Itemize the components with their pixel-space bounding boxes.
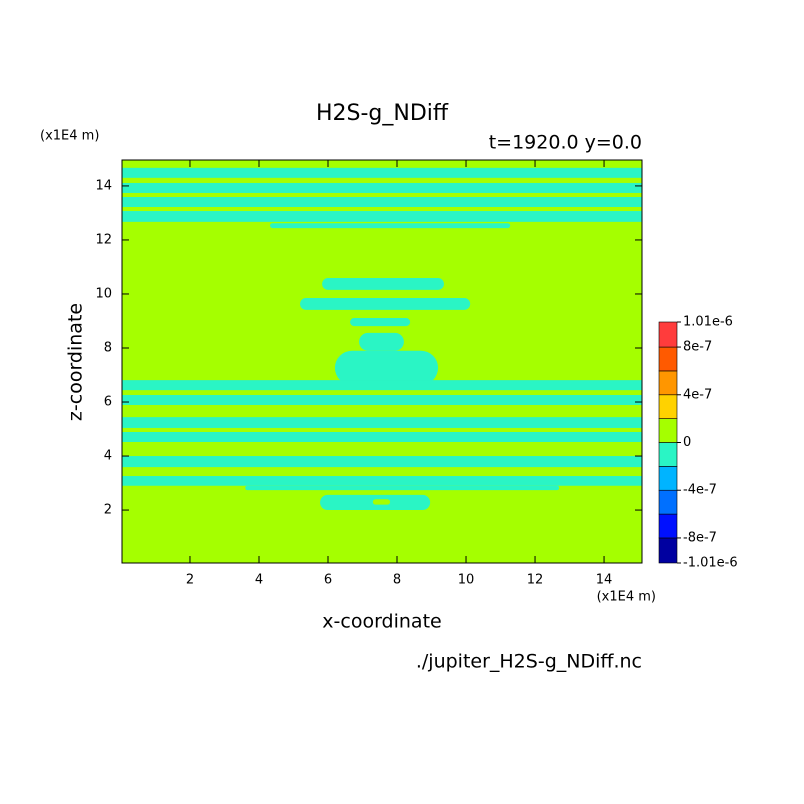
colorbar-label: 1.01e-6 xyxy=(683,315,733,330)
x-tick-label: 2 xyxy=(186,573,194,588)
contour-region xyxy=(322,278,444,290)
x-tick-label: 12 xyxy=(527,573,544,588)
colorbar-segment xyxy=(658,513,678,539)
x-unit: (x1E4 m) xyxy=(597,590,656,605)
contour-region xyxy=(122,380,642,391)
x-axis-label: x-coordinate xyxy=(322,611,441,633)
y-tick-label: 12 xyxy=(95,232,112,247)
y-unit: (x1E4 m) xyxy=(40,129,99,144)
contour-region xyxy=(350,318,411,327)
contour-region xyxy=(122,417,642,428)
x-tick-label: 14 xyxy=(596,573,613,588)
contour-region xyxy=(270,223,511,229)
contour-region xyxy=(245,485,560,491)
colorbar-label: 0 xyxy=(683,435,691,450)
contour-region xyxy=(122,197,642,207)
contour-region xyxy=(122,211,642,222)
contour-region xyxy=(122,456,642,468)
colorbar-segment xyxy=(658,489,678,515)
colorbar-label: -1.01e-6 xyxy=(683,556,738,571)
colorbar-segment xyxy=(658,442,678,467)
y-tick-label: 8 xyxy=(104,340,112,355)
contour-region xyxy=(372,499,391,505)
colorbar-label: -8e-7 xyxy=(683,530,717,545)
y-tick-label: 10 xyxy=(95,286,112,301)
y-tick-label: 14 xyxy=(95,178,112,193)
subtitle: t=1920.0 y=0.0 xyxy=(489,132,642,154)
chart-title: H2S-g_NDiff xyxy=(316,101,449,126)
plot-frame xyxy=(121,159,643,564)
contour-region xyxy=(122,394,642,405)
colorbar-segment xyxy=(658,346,678,372)
contour-region xyxy=(122,167,642,178)
contour-region xyxy=(334,350,439,385)
colorbar-segment xyxy=(658,418,678,443)
contour-region xyxy=(327,427,432,431)
colorbar-segment xyxy=(658,394,678,419)
colorbar-segment xyxy=(658,466,678,491)
x-tick-label: 6 xyxy=(324,573,332,588)
y-tick-label: 2 xyxy=(104,503,112,518)
y-axis-label: z-coordinate xyxy=(65,303,87,421)
contour-region xyxy=(122,182,642,193)
x-tick-label: 8 xyxy=(393,573,401,588)
contour-region xyxy=(122,431,642,442)
y-tick-label: 4 xyxy=(104,449,112,464)
colorbar-segment xyxy=(658,370,678,396)
colorbar-segment xyxy=(658,537,678,564)
colorbar-label: 8e-7 xyxy=(683,340,712,355)
contour-region xyxy=(338,469,425,475)
x-tick-label: 10 xyxy=(458,573,475,588)
colorbar-label: -4e-7 xyxy=(683,483,717,498)
contour-region xyxy=(359,443,401,450)
contour-region xyxy=(122,476,642,486)
contour-region xyxy=(359,332,404,351)
colorbar-segment xyxy=(658,321,678,348)
contour-region xyxy=(300,298,471,310)
source-file: ./jupiter_H2S-g_NDiff.nc xyxy=(416,651,642,673)
x-tick-label: 4 xyxy=(255,573,263,588)
colorbar-label: 4e-7 xyxy=(683,387,712,402)
y-tick-label: 6 xyxy=(104,395,112,410)
contour-region xyxy=(341,407,422,413)
